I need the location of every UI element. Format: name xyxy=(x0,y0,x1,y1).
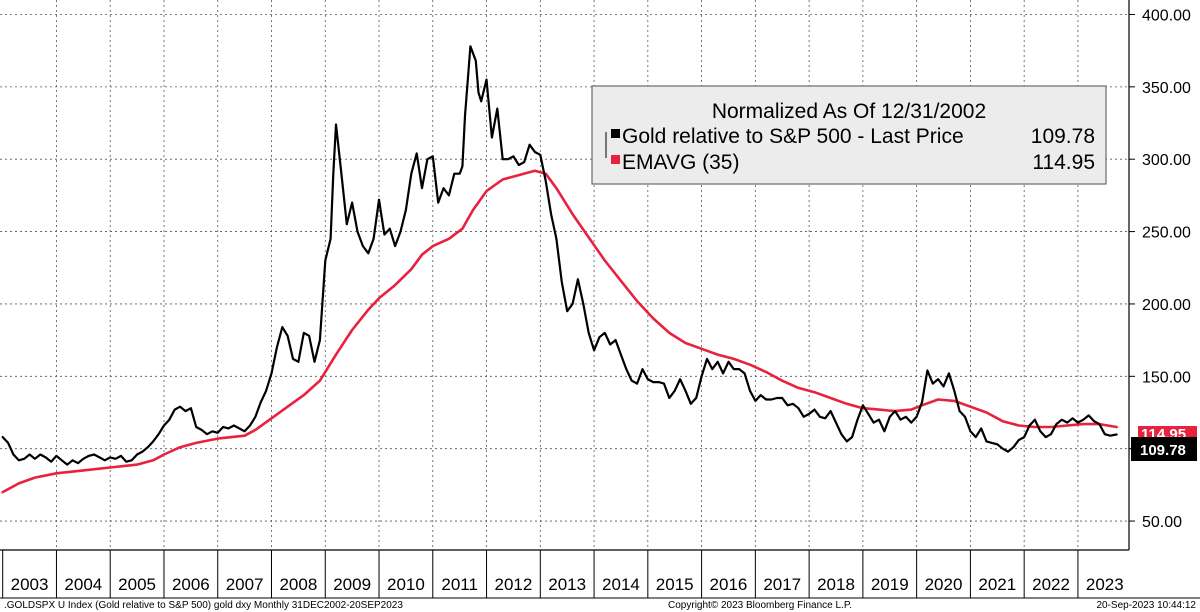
legend-swatch-gold xyxy=(611,129,620,138)
y-tick-label-6: 350.00 xyxy=(1142,80,1191,97)
legend-title: Normalized As Of 12/31/2002 xyxy=(712,100,986,123)
x-tick-label-13: 2016 xyxy=(710,575,748,594)
x-tick-label-15: 2018 xyxy=(817,575,855,594)
x-tick-label-16: 2019 xyxy=(871,575,909,594)
y-tick-label-3: 200.00 xyxy=(1142,297,1191,314)
x-tick-label-9: 2012 xyxy=(495,575,533,594)
legend-swatch-ema xyxy=(611,155,620,164)
legend-label-ema: EMAVG (35) xyxy=(622,151,739,174)
series-layer xyxy=(1,45,1118,494)
x-tick-label-11: 2014 xyxy=(602,575,640,594)
x-tick-label-6: 2009 xyxy=(333,575,371,594)
footer-source: .GOLDSPX U Index (Gold relative to S&P 5… xyxy=(4,600,403,611)
footer-copyright: Copyright© 2023 Bloomberg Finance L.P. xyxy=(668,600,852,611)
x-tick-label-0: 2003 xyxy=(11,575,49,594)
x-tick-label-7: 2010 xyxy=(387,575,425,594)
legend-value-ema: 114.95 xyxy=(1032,151,1095,174)
y-tick-label-7: 400.00 xyxy=(1142,7,1191,24)
x-tick-label-4: 2007 xyxy=(226,575,264,594)
footer-timestamp: 20-Sep-2023 10:44:12 xyxy=(1096,600,1196,611)
x-tick-label-14: 2017 xyxy=(763,575,801,594)
x-tick-label-1: 2004 xyxy=(64,575,102,594)
x-tick-label-2: 2005 xyxy=(118,575,156,594)
x-tick-label-12: 2015 xyxy=(656,575,694,594)
last-value-badge-gold-text: 109.78 xyxy=(1140,442,1186,459)
x-tick-label-17: 2020 xyxy=(925,575,963,594)
y-tick-label-4: 250.00 xyxy=(1142,225,1191,242)
y-tick-label-0: 50.00 xyxy=(1142,514,1182,531)
x-tick-label-19: 2022 xyxy=(1032,575,1070,594)
legend-label-gold: Gold relative to S&P 500 - Last Price xyxy=(622,125,964,148)
legend-box xyxy=(591,85,1107,185)
series-line-gold-relative xyxy=(1,45,1118,466)
y-tick-label-5: 300.00 xyxy=(1142,152,1191,169)
x-tick-label-20: 2023 xyxy=(1086,575,1124,594)
axis-layer: 50.00100.00150.00200.00250.00300.00350.0… xyxy=(0,0,1200,599)
x-tick-label-18: 2021 xyxy=(978,575,1016,594)
x-tick-label-3: 2006 xyxy=(172,575,210,594)
badge-layer: 114.95 109.78 xyxy=(1131,426,1197,461)
footer: .GOLDSPX U Index (Gold relative to S&P 5… xyxy=(4,600,1196,611)
x-tick-label-5: 2008 xyxy=(279,575,317,594)
legend: Normalized As Of 12/31/2002 Gold relativ… xyxy=(591,85,1107,185)
x-tick-label-8: 2011 xyxy=(441,575,478,594)
legend-value-gold: 109.78 xyxy=(1031,125,1095,148)
series-line-emavg xyxy=(1,169,1118,494)
y-tick-label-2: 150.00 xyxy=(1142,369,1191,386)
last-value-badge-gold xyxy=(1131,437,1197,461)
x-tick-label-10: 2013 xyxy=(548,575,586,594)
